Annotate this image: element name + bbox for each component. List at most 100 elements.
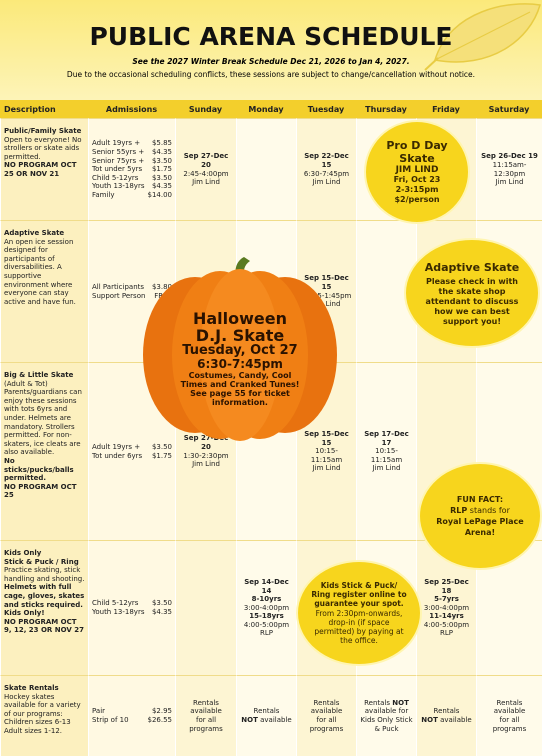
header-row bbox=[0, 100, 542, 118]
text: 3:00-4:00pm bbox=[423, 603, 470, 612]
text: Helmets with full cage, gloves, skates a… bbox=[4, 583, 85, 609]
column-header: Description bbox=[4, 104, 56, 114]
text: 12:30pm bbox=[493, 169, 526, 178]
adaptive-callout: Adaptive Skate Please check in with the s… bbox=[404, 238, 540, 348]
text: available bbox=[493, 707, 526, 716]
admission-label: Tot under 6yrs bbox=[92, 451, 143, 460]
text: 5-7yrs bbox=[434, 595, 459, 604]
admission-row: Tot under 6yrs $1.75 bbox=[92, 452, 172, 461]
admission-price: $4.35 bbox=[151, 148, 172, 157]
text: Rentals bbox=[433, 707, 460, 716]
admission-row: Youth 13-18yrs $4.35 bbox=[92, 608, 172, 617]
day-cell: Rentals NOT available bbox=[236, 675, 296, 756]
text: RLP bbox=[440, 629, 453, 638]
description-cell: Skate Rentals Hockey skates available for… bbox=[0, 675, 88, 756]
text: 2-3:15pm bbox=[395, 185, 439, 194]
text: Parents/guardians can enjoy these sessio… bbox=[4, 388, 82, 457]
kids-callout: Kids Stick & Puck/ Ring register online … bbox=[296, 560, 422, 666]
text-line: NOT available bbox=[421, 716, 471, 725]
admission-label: Senior 75yrs + bbox=[92, 156, 145, 165]
text: Adaptive Skate bbox=[424, 260, 520, 274]
text: Adaptive Skate bbox=[4, 229, 65, 237]
text: 4:00-5:00pm bbox=[423, 620, 470, 629]
text: Stick & Puck / Ring bbox=[4, 557, 79, 566]
text: Skate bbox=[399, 152, 435, 165]
admission-price: $3.50 bbox=[151, 442, 172, 451]
description-cell: Public/Family Skate Open to everyone! No … bbox=[0, 118, 88, 220]
fun-fact-callout: FUN FACT: RLP stands for Royal LePage Plac… bbox=[418, 462, 542, 570]
text: JIM LIND bbox=[395, 165, 439, 175]
text: Please check in with the skate shop atte… bbox=[425, 276, 519, 326]
admission-label: Support Person bbox=[92, 291, 146, 300]
day-cell: Rentals NOT available bbox=[416, 675, 476, 756]
text: No sticks/pucks/balls permitted. bbox=[4, 456, 74, 483]
text: Skate Rentals bbox=[4, 684, 59, 692]
text: Rentals bbox=[364, 698, 393, 707]
admission-row: All Participants $3.80 bbox=[92, 283, 172, 292]
text-line: RLP stands for bbox=[450, 505, 510, 516]
admission-price: $3.50 bbox=[151, 599, 172, 608]
title: PUBLIC ARENA SCHEDULE bbox=[89, 22, 453, 51]
text: Rentals bbox=[496, 698, 523, 707]
text: RLP bbox=[260, 629, 273, 638]
column-header: Sunday bbox=[188, 104, 223, 114]
day-cell: Rentals available for all programs bbox=[476, 675, 542, 756]
text: Jim Lind bbox=[495, 178, 524, 187]
text: Kids Only bbox=[4, 549, 42, 557]
text: Jim Lind bbox=[372, 464, 401, 473]
text: available bbox=[190, 707, 222, 716]
text: Jim Lind bbox=[192, 178, 220, 187]
day-cell: Rentals available for all programs bbox=[296, 675, 356, 756]
text: & Puck bbox=[374, 724, 399, 733]
subtitle: See the 2027 Winter Break Schedule Dec 2… bbox=[132, 57, 410, 66]
admission-price: $5.85 bbox=[151, 139, 172, 148]
text: NOT bbox=[392, 698, 409, 707]
column-header: Admissions bbox=[105, 104, 158, 114]
text: See page 55 for ticket information. bbox=[190, 389, 290, 407]
admission-label: Senior 55yrs + bbox=[92, 148, 145, 157]
text: for all bbox=[195, 716, 217, 724]
admission-price: $3.50 bbox=[151, 173, 172, 182]
text: From 2:30pm-onwards, drop-in (if space p… bbox=[314, 609, 404, 645]
text: FUN FACT: bbox=[456, 495, 504, 504]
day-cell: Rentals available for all programs bbox=[175, 675, 236, 756]
admissions-cell: Child 5-12yrs $3.50 Youth 13-18yrs $4.35 bbox=[88, 540, 175, 675]
day-cell: Sep 22-Dec 15 6:30-7:45pm Jim Lind bbox=[296, 118, 356, 220]
text: Sep 25-Dec 18 bbox=[424, 577, 469, 595]
text: NO PROGRAM OCT 25 bbox=[4, 482, 77, 500]
text: 11-14yrs bbox=[429, 612, 464, 621]
admission-row: Family $14.00 bbox=[92, 191, 172, 200]
admission-label: Adult 19yrs + bbox=[92, 442, 141, 451]
text: Hockey skates available for a variety of… bbox=[4, 692, 81, 735]
text: Tuesday, Oct 27 bbox=[182, 343, 298, 358]
text: Sep 26-Dec 19 bbox=[481, 152, 538, 161]
text: Jim Lind bbox=[312, 178, 341, 187]
text: Practice skating, stick handling and sho… bbox=[4, 566, 85, 583]
text: Rentals bbox=[193, 698, 219, 707]
admission-label: Pair bbox=[92, 707, 106, 716]
leaf-icon bbox=[424, 3, 541, 71]
description-cell: Big & Little Skate (Adult & Tot) Parents/g… bbox=[0, 362, 88, 540]
text: (Adult & Tot) bbox=[4, 379, 48, 388]
text: Pro D Day bbox=[386, 139, 448, 152]
day-cell bbox=[175, 540, 236, 675]
admission-price: $2.95 bbox=[151, 707, 172, 716]
day-cell bbox=[236, 118, 296, 220]
text: NO PROGRAM OCT 9, 12, 23 OR NOV 27 bbox=[4, 617, 84, 635]
text: Rentals bbox=[253, 707, 280, 716]
admission-price: $26.55 bbox=[147, 716, 173, 724]
text-line: Rentals NOT bbox=[364, 699, 409, 708]
admission-label: Child 5-12yrs bbox=[92, 173, 139, 182]
admission-price: $3.50 bbox=[151, 156, 172, 165]
admission-row: Senior 75yrs + $3.50 bbox=[92, 157, 172, 166]
text: Sep 17-Dec 17 bbox=[364, 430, 409, 447]
text: for all bbox=[316, 716, 337, 724]
note: Due to the occasional scheduling conflic… bbox=[66, 70, 476, 79]
admission-row: Youth 13-18yrs $4.35 bbox=[92, 182, 172, 191]
admission-label: Strip of 10 bbox=[92, 716, 129, 724]
admission-label: Child 5-12yrs bbox=[92, 599, 139, 608]
text: 4:00-5:00pm bbox=[243, 620, 290, 629]
text: Sep 14-Dec 14 bbox=[244, 577, 289, 595]
